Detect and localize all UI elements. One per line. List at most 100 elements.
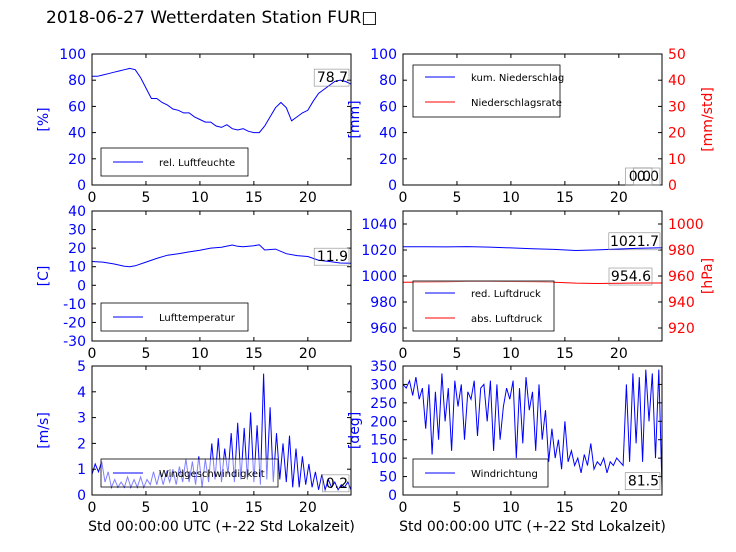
legend-label: abs. Luftdruck <box>471 314 542 325</box>
x-tick-label: 20 <box>610 500 628 516</box>
chart-humidity: 0 5 10 15 20 0 20 40 60 80 100 [%] rel. Luftfeuchte 7… <box>36 47 352 206</box>
last-value-label: 0.2 <box>326 476 348 492</box>
y-tick-label-right: 20 <box>668 126 686 142</box>
x-tick-label: 20 <box>299 346 317 362</box>
x-tick-label: 0 <box>88 190 97 206</box>
last-value-box <box>313 68 350 87</box>
y-tick-label: 40 <box>68 126 86 142</box>
last-value-label: 0.0 <box>629 169 651 185</box>
legend-box <box>412 280 555 332</box>
y-tick-label: 2 <box>77 436 86 452</box>
y-tick-label: -10 <box>63 297 86 313</box>
y-tick-label: 80 <box>68 73 86 89</box>
y-tick-label: 10 <box>68 260 86 276</box>
last-value-label: 954.6 <box>611 269 651 285</box>
x-tick-label: 10 <box>502 346 520 362</box>
legend: Lufttemperatur <box>100 302 249 332</box>
y-tick-label: 1 <box>77 462 86 478</box>
legend-label: Lufttemperatur <box>159 313 236 324</box>
x-tick-label: 20 <box>299 500 317 516</box>
legend: red. Luftdruck abs. Luftdruck <box>412 280 555 332</box>
y-tick-label: 0 <box>77 488 86 504</box>
y-tick-label: 20 <box>68 241 86 257</box>
y-tick-label: 100 <box>59 47 86 63</box>
y-axis-label: [C] <box>36 266 52 287</box>
legend: Windrichtung <box>412 458 549 488</box>
x-tick-label: 5 <box>141 500 150 516</box>
legend-label: rel. Luftfeuchte <box>159 158 235 169</box>
y-tick-label: 60 <box>379 99 397 115</box>
y-tick-label-right: 940 <box>668 295 695 311</box>
y-tick-label: 250 <box>370 396 397 412</box>
x-tick-label: 20 <box>610 190 628 206</box>
y-tick-label: 20 <box>379 152 397 168</box>
y-tick-label-right: 40 <box>668 73 686 89</box>
x-tick-label: 15 <box>556 500 574 516</box>
x-tick-label: 10 <box>191 500 209 516</box>
y-tick-label: 0 <box>388 488 397 504</box>
x-tick-label: 5 <box>141 190 150 206</box>
y-tick-label: 0 <box>77 178 86 194</box>
x-tick-label: 0 <box>399 346 408 362</box>
y-tick-label: 40 <box>379 126 397 142</box>
page-title: 2018-06-27 Wetterdaten Station FUR□ <box>46 8 378 28</box>
y-axis-label-right: [mm/std] <box>700 87 716 152</box>
y-tick-label: 5 <box>77 359 86 375</box>
y-tick-label: 960 <box>370 321 397 337</box>
y-tick-label: 100 <box>370 451 397 467</box>
legend-label: Windrichtung <box>471 469 538 480</box>
x-tick-label: 5 <box>141 346 150 362</box>
x-tick-label: 15 <box>556 190 574 206</box>
x-tick-label: 15 <box>245 500 263 516</box>
y-axis-label: [m/s] <box>36 412 52 449</box>
y-tick-label: -30 <box>63 334 86 350</box>
y-tick-label: 40 <box>68 204 86 220</box>
last-value-label: 81.5 <box>628 474 659 490</box>
last-value-box <box>608 232 661 251</box>
y-tick-label-right: 980 <box>668 243 695 259</box>
y-axis-label-right: [hPa] <box>700 258 716 294</box>
y-tick-label-right: 10 <box>668 152 686 168</box>
y-tick-label: 980 <box>370 295 397 311</box>
x-tick-label: 0 <box>88 346 97 362</box>
x-axis-label: Std 00:00:00 UTC (+-22 Std Lokalzeit) <box>399 519 666 535</box>
last-value-label: 1021.7 <box>610 234 659 250</box>
y-tick-label-right: 0 <box>668 178 677 194</box>
chart-pressure: 0 5 10 15 20 960 980 1000 1020 1040 920 940 960 980 10… <box>361 210 716 362</box>
last-value-box <box>625 167 653 186</box>
x-tick-label: 10 <box>191 346 209 362</box>
x-tick-label: 15 <box>245 346 263 362</box>
y-tick-label: 20 <box>68 152 86 168</box>
legend: rel. Luftfeuchte <box>100 147 249 177</box>
y-tick-label-right: 920 <box>668 321 695 337</box>
y-tick-label: 80 <box>379 73 397 89</box>
chart-temperature: 0 5 10 15 20 -30 -20 -10 0 10 20 30 40 [C] Lufttempera… <box>36 204 352 362</box>
legend-label: Windgeschwindigkeit <box>159 469 265 480</box>
last-value-box <box>322 474 350 493</box>
y-tick-label: 50 <box>379 470 397 486</box>
y-tick-label-right: 960 <box>668 269 695 285</box>
y-tick-label: 200 <box>370 414 397 430</box>
y-tick-label: -20 <box>63 315 86 331</box>
y-axis-label: [%] <box>36 107 52 131</box>
y-axis-label: [deg] <box>347 412 363 449</box>
x-tick-label: 10 <box>502 190 520 206</box>
chart-wind-speed: 0 5 10 15 20 0 1 2 3 4 5 [m/s] Std 00:00:00 UTC (+-2… <box>36 359 355 535</box>
y-tick-label: 150 <box>370 433 397 449</box>
last-value-box <box>608 267 653 286</box>
legend-label: kum. Niederschlag <box>471 73 564 84</box>
last-value-box <box>624 472 661 490</box>
plot-frame <box>91 53 352 186</box>
y-tick-label: 1000 <box>361 269 397 285</box>
y-tick-label: 1020 <box>361 243 397 259</box>
legend: kum. Niederschlag Niederschlagsrate <box>412 64 564 118</box>
legend-label: Niederschlagsrate <box>471 98 562 109</box>
last-value-label: 11.9 <box>317 249 348 265</box>
x-tick-label: 0 <box>399 500 408 516</box>
x-tick-label: 5 <box>452 500 461 516</box>
x-tick-label: 5 <box>452 190 461 206</box>
y-tick-label: 100 <box>370 47 397 63</box>
x-tick-label: 15 <box>245 190 263 206</box>
